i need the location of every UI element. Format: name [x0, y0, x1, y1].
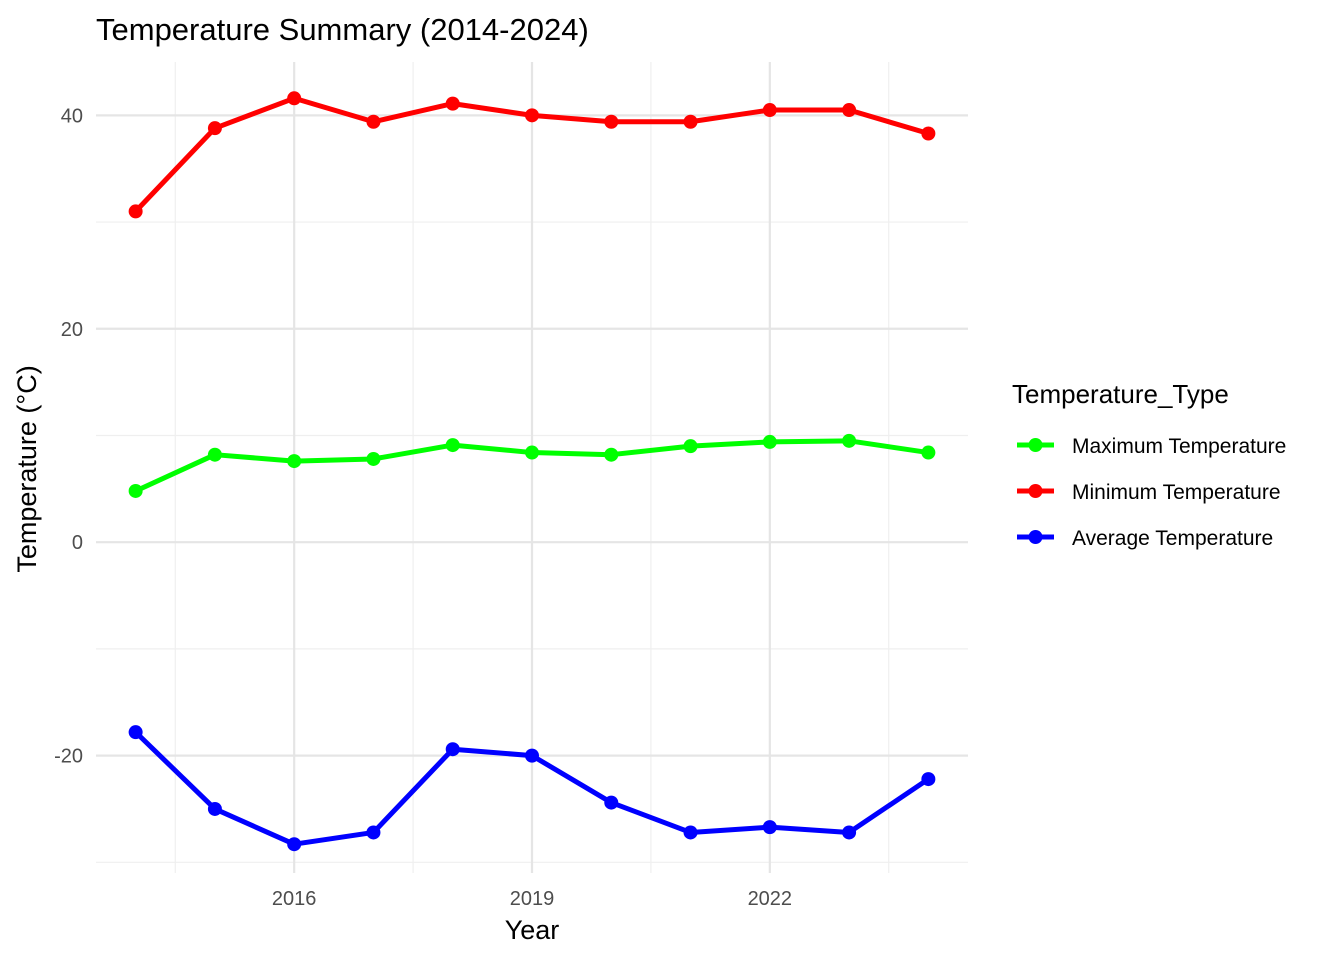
- legend: Temperature_Type Maximum Temperature Mini…: [1012, 379, 1286, 550]
- legend-title: Temperature_Type: [1012, 379, 1229, 409]
- data-point-maximum-temperature: [604, 447, 619, 462]
- x-axis-title: Year: [505, 915, 560, 945]
- data-point-maximum-temperature: [287, 454, 302, 469]
- legend-item-average-temperature: Average Temperature: [1017, 527, 1273, 550]
- chart-title: Temperature Summary (2014-2024): [96, 12, 589, 47]
- series-lines: [128, 91, 936, 852]
- data-point-minimum-temperature: [207, 121, 222, 136]
- data-point-minimum-temperature: [683, 114, 698, 129]
- data-point-minimum-temperature: [921, 126, 936, 141]
- legend-key-point: [1028, 484, 1043, 498]
- y-tick-label: 0: [72, 532, 83, 554]
- data-point-average-temperature: [683, 825, 698, 840]
- data-point-maximum-temperature: [445, 438, 460, 453]
- y-tick-label: 40: [61, 105, 83, 127]
- data-point-average-temperature: [604, 795, 619, 810]
- legend-label: Minimum Temperature: [1072, 481, 1281, 504]
- x-tick-label: 2016: [272, 888, 317, 910]
- y-tick-label: 20: [61, 319, 83, 341]
- data-point-maximum-temperature: [525, 445, 539, 460]
- data-point-maximum-temperature: [921, 445, 936, 460]
- x-tick-label: 2019: [510, 888, 555, 910]
- data-point-minimum-temperature: [287, 91, 302, 106]
- x-tick-label: 2022: [748, 888, 793, 910]
- legend-key-point: [1028, 530, 1043, 544]
- legend-item-minimum-temperature: Minimum Temperature: [1017, 481, 1281, 504]
- legend-item-maximum-temperature: Maximum Temperature: [1017, 435, 1286, 458]
- data-point-minimum-temperature: [842, 103, 857, 118]
- data-point-minimum-temperature: [525, 108, 539, 123]
- data-point-minimum-temperature: [366, 114, 381, 129]
- data-point-maximum-temperature: [128, 483, 143, 498]
- data-point-minimum-temperature: [445, 96, 460, 111]
- legend-key-point: [1028, 438, 1043, 452]
- data-point-minimum-temperature: [604, 114, 619, 129]
- data-point-average-temperature: [287, 837, 302, 852]
- data-point-average-temperature: [128, 725, 143, 740]
- data-point-maximum-temperature: [366, 451, 381, 466]
- legend-label: Average Temperature: [1072, 527, 1273, 550]
- data-point-maximum-temperature: [762, 434, 777, 449]
- data-point-average-temperature: [445, 742, 460, 757]
- y-axis-title: Temperature (°C): [12, 365, 42, 572]
- data-point-minimum-temperature: [762, 103, 777, 118]
- series-maximum-temperature: [128, 433, 936, 498]
- series-average-temperature: [128, 725, 936, 852]
- data-point-average-temperature: [921, 772, 936, 787]
- data-point-average-temperature: [762, 820, 777, 835]
- data-point-minimum-temperature: [128, 204, 143, 219]
- data-point-maximum-temperature: [207, 447, 222, 462]
- data-point-average-temperature: [842, 825, 857, 840]
- y-tick-label: -20: [54, 746, 83, 768]
- data-point-maximum-temperature: [842, 433, 857, 448]
- data-point-average-temperature: [525, 748, 539, 763]
- series-minimum-temperature: [128, 91, 936, 219]
- data-point-maximum-temperature: [683, 439, 698, 454]
- legend-label: Maximum Temperature: [1072, 435, 1286, 458]
- data-point-average-temperature: [366, 825, 381, 840]
- axis-tick-labels: -20 0 20 40 2016 2019 2022: [54, 105, 792, 910]
- data-point-average-temperature: [207, 801, 222, 816]
